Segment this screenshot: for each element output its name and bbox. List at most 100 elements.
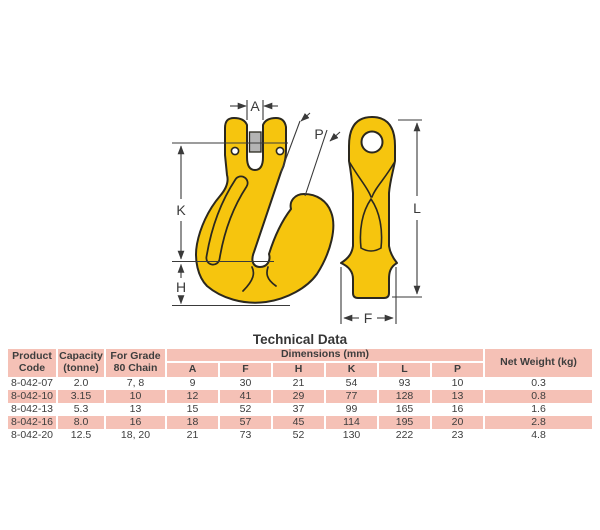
dim-p-line1 [280, 120, 301, 173]
side-view-drawing [340, 116, 398, 299]
cell-dim-f: 30 [218, 377, 272, 390]
cell-dim-l: 195 [377, 416, 431, 429]
cell-dim-p: 20 [429, 416, 485, 429]
cell-grade: 13 [104, 403, 166, 416]
page-title: Technical Data [252, 332, 348, 347]
col-header-capacity: Capacity (tonne) [56, 349, 105, 377]
table-row: 8-042-20 12.5 18, 20 21 73 52 130 222 23… [8, 429, 593, 442]
header-line: Capacity [59, 350, 103, 363]
cell-dim-f: 52 [218, 403, 272, 416]
cell-grade: 16 [104, 416, 166, 429]
dim-f-label: F [364, 310, 373, 326]
cell-dim-h: 45 [271, 416, 325, 429]
header-line: 80 Chain [113, 362, 158, 374]
dim-p-arrow2 [329, 131, 341, 142]
dimension-annotations [172, 100, 422, 324]
cell-dim-a: 18 [165, 416, 219, 429]
dim-k-label: K [176, 202, 186, 218]
cell-product-code: 8-042-07 [8, 377, 57, 390]
cell-product-code: 8-042-13 [8, 403, 57, 416]
clevis-pin-hole-right [275, 146, 285, 156]
col-header-dim-l: L [377, 362, 431, 377]
front-jaw-inner-fill [207, 177, 247, 264]
col-header-dim-k: K [324, 362, 378, 377]
front-hook-body [195, 117, 335, 304]
cell-dim-l: 128 [377, 390, 431, 403]
clevis-pin [248, 131, 262, 153]
cell-grade: 10 [104, 390, 166, 403]
dim-a-label: A [250, 98, 260, 114]
cell-grade: 7, 8 [104, 377, 166, 390]
cell-grade: 18, 20 [104, 429, 166, 442]
cell-dim-a: 12 [165, 390, 219, 403]
cell-capacity: 2.0 [56, 377, 105, 390]
cell-dim-k: 99 [324, 403, 378, 416]
table-row: 8-042-07 2.0 7, 8 9 30 21 54 93 10 0.3 [8, 377, 593, 390]
side-eye-hole [360, 130, 384, 154]
cell-dim-k: 130 [324, 429, 378, 442]
front-saddle-lines [242, 266, 277, 292]
table-row: 8-042-13 5.3 13 15 52 37 99 165 16 1.6 [8, 403, 593, 416]
cell-dim-a: 9 [165, 377, 219, 390]
cell-dim-a: 15 [165, 403, 219, 416]
side-hook-body [340, 116, 398, 299]
dim-p-label: P [314, 126, 323, 142]
technical-data-table: Product Code Capacity (tonne) For Grade … [8, 348, 593, 442]
cell-dim-h: 21 [271, 377, 325, 390]
cell-net-weight: 4.8 [483, 429, 593, 442]
cell-dim-h: 37 [271, 403, 325, 416]
cell-dim-f: 41 [218, 390, 272, 403]
cell-dim-a: 21 [165, 429, 219, 442]
header-line: Code [18, 362, 46, 374]
dim-h-label: H [176, 279, 186, 295]
cell-dim-p: 23 [429, 429, 485, 442]
header-line: For Grade [110, 350, 161, 363]
cell-net-weight: 1.6 [483, 403, 593, 416]
cell-product-code: 8-042-10 [8, 390, 57, 403]
cell-dim-l: 165 [377, 403, 431, 416]
cell-net-weight: 0.8 [483, 390, 593, 403]
clevis-pin-hole-left [230, 146, 240, 156]
col-header-dim-a: A [165, 362, 219, 377]
header-row-top: Product Code Capacity (tonne) For Grade … [8, 348, 593, 377]
cell-dim-k: 114 [324, 416, 378, 429]
dim-l-label: L [413, 200, 421, 216]
cell-dim-k: 77 [324, 390, 378, 403]
col-header-net-weight: Net Weight (kg) [483, 349, 593, 377]
col-header-dim-p: P [429, 362, 485, 377]
cell-dim-p: 10 [429, 377, 485, 390]
col-header-grade: For Grade 80 Chain [104, 349, 166, 377]
cell-dim-k: 54 [324, 377, 378, 390]
side-forging-lines [349, 162, 395, 252]
table-row: 8-042-10 3.15 10 12 41 29 77 128 13 0.8 [8, 390, 593, 403]
dim-p-line2 [304, 129, 328, 197]
header-row-dims: A F H K L P [8, 362, 592, 377]
cell-capacity: 5.3 [56, 403, 105, 416]
cell-capacity: 3.15 [56, 390, 105, 403]
cell-dim-h: 52 [271, 429, 325, 442]
cell-dim-l: 93 [377, 377, 431, 390]
dim-p-arrow1 [300, 112, 311, 122]
header-line: (tonne) [63, 362, 99, 374]
col-header-dim-f: F [218, 362, 272, 377]
header-line: Product [12, 350, 52, 363]
cell-dim-h: 29 [271, 390, 325, 403]
cell-dim-f: 73 [218, 429, 272, 442]
cell-capacity: 8.0 [56, 416, 105, 429]
cell-product-code: 8-042-16 [8, 416, 57, 429]
col-header-dimensions: Dimensions (mm) [164, 348, 485, 363]
extension-lines [172, 100, 422, 324]
cell-dim-p: 16 [429, 403, 485, 416]
col-header-dim-h: H [271, 362, 325, 377]
cell-product-code: 8-042-20 [8, 429, 57, 442]
col-header-product-code: Product Code [8, 349, 57, 377]
cell-capacity: 12.5 [56, 429, 105, 442]
cell-dim-p: 13 [429, 390, 485, 403]
table-row: 8-042-16 8.0 16 18 57 45 114 195 20 2.8 [8, 416, 593, 429]
cell-net-weight: 2.8 [483, 416, 593, 429]
front-view-drawing [195, 117, 335, 304]
cell-net-weight: 0.3 [483, 377, 593, 390]
cell-dim-l: 222 [377, 429, 431, 442]
